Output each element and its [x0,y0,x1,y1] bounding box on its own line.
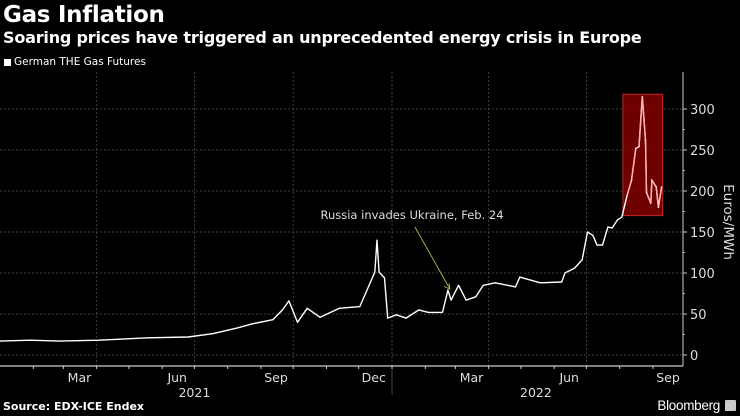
chart-subtitle: Soaring prices have triggered an unprece… [3,28,642,47]
data-point [236,327,238,329]
data-point [494,282,496,284]
data-point [650,202,652,204]
data-point [626,194,628,196]
x-tick-label: Mar [460,370,484,385]
legend-swatch [4,58,11,66]
data-point [395,314,397,316]
data-point [212,333,214,335]
y-tick-label: 150 [690,226,715,241]
x-year-label: 2022 [520,385,552,400]
data-point [635,147,637,149]
bloomberg-terminal-icon [725,400,736,411]
data-point [539,282,541,284]
legend: German THE Gas Futures [4,56,146,68]
data-point [187,336,189,338]
annotation-label: Russia invades Ukraine, Feb. 24 [320,208,503,222]
x-tick-label: Sep [656,370,680,385]
data-point [592,234,594,236]
data-point [660,186,663,188]
data-point [561,281,563,283]
x-tick-label: Jun [558,370,579,385]
data-point [651,179,653,181]
data-point [319,316,321,318]
y-tick-label: 250 [690,144,715,159]
data-point [581,259,583,261]
data-point [418,309,420,311]
y-axis-label: Euros/MWh [720,184,736,260]
data-point [611,227,613,229]
data-point [475,296,477,298]
data-point [447,289,449,291]
data-point [0,340,1,342]
y-tick-label: 300 [690,103,715,118]
highlighted-series-segment [626,96,663,208]
data-point [281,309,284,311]
data-point [288,300,290,302]
data-point [657,206,659,208]
data-point [98,339,100,341]
annotation-arrow [414,226,451,290]
data-point [58,340,60,342]
data-point [573,267,576,269]
data-point [616,219,619,221]
x-tick-label: Jun [166,370,187,385]
data-point [630,179,633,181]
data-point [296,321,299,323]
data-point [457,284,460,286]
data-point [638,146,640,148]
data-point [387,317,389,319]
data-point [405,317,407,319]
y-tick-label: 0 [690,349,698,364]
data-point [586,231,589,233]
data-point [564,272,566,274]
bloomberg-logo: Bloomberg [657,398,720,413]
y-tick-label: 200 [690,185,715,200]
data-point [338,307,340,309]
data-point [367,286,369,288]
data-point [251,323,253,325]
data-point [374,271,376,273]
annotation-arrowhead [443,283,451,290]
y-tick-label: 100 [690,267,715,282]
data-point [272,319,274,321]
data-point [519,276,521,278]
x-tick-label: Dec [362,370,386,385]
source-note: Source: EDX-ICE Endex [3,400,145,413]
y-tick-label: 50 [690,308,707,323]
highlight-box [622,93,664,217]
data-point [482,284,484,286]
data-point [450,299,452,301]
data-point [376,239,378,241]
data-point [644,139,647,141]
legend-label: German THE Gas Futures [14,56,146,68]
data-point [596,244,598,246]
data-point [514,286,517,288]
data-point [465,299,467,301]
data-point [383,277,386,279]
chart-title: Gas Inflation [3,2,165,28]
data-point [378,271,380,273]
data-point [427,311,430,313]
data-point [306,307,308,309]
data-point [441,311,444,313]
data-point [29,339,31,341]
data-point [147,337,149,339]
data-point [607,226,609,228]
data-point [621,216,623,218]
data-point [655,186,657,188]
x-tick-label: Sep [264,370,288,385]
data-point [645,192,648,194]
x-year-label: 2021 [178,385,210,400]
data-point [359,306,361,308]
data-point [601,244,604,246]
data-point [641,96,643,98]
x-tick-label: Mar [68,370,92,385]
